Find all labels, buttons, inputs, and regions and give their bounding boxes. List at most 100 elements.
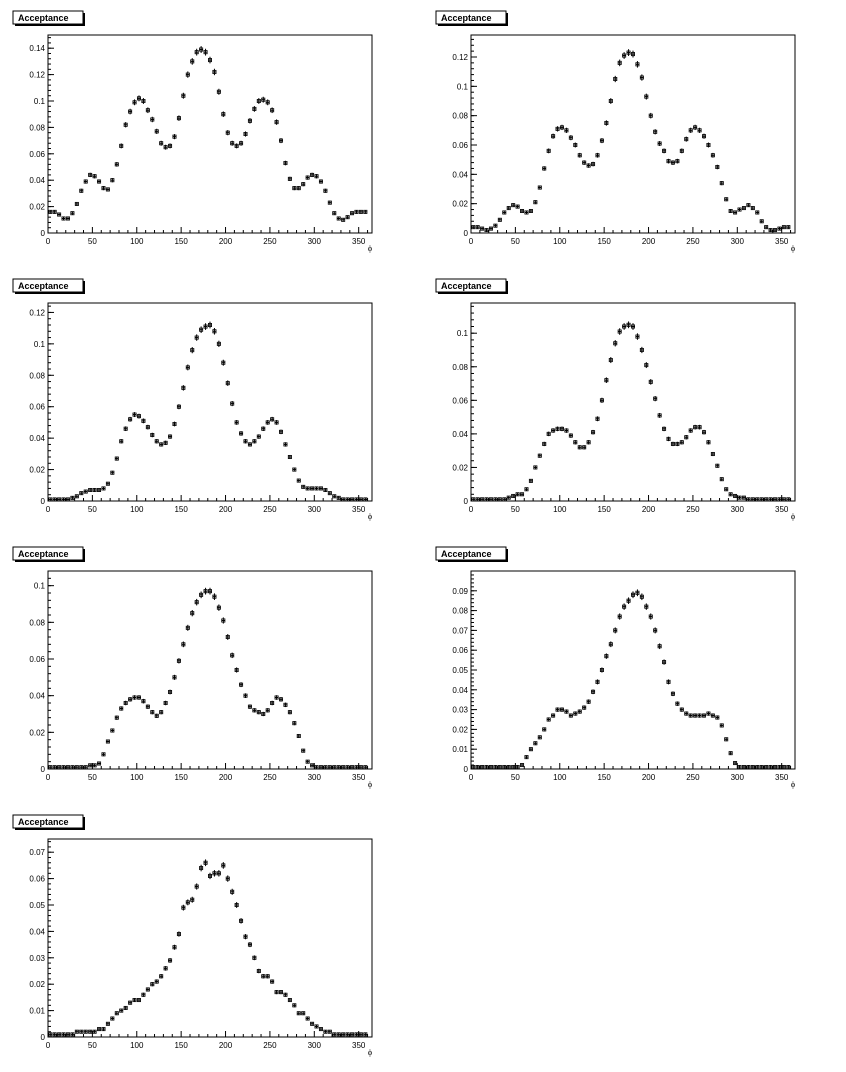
marker [141,992,146,997]
y-tick-label: 0.01 [452,745,468,754]
marker [136,695,141,700]
marker [52,765,57,770]
marker [190,611,195,616]
marker [296,186,301,191]
marker [551,428,556,433]
marker [591,689,596,694]
marker [613,77,618,82]
data-point [261,426,266,432]
data-point [310,1021,315,1026]
data-point [573,142,578,148]
data-point [693,424,698,430]
data-point [181,904,186,911]
data-point [662,148,667,154]
marker [221,112,226,117]
data-point [252,106,257,112]
marker [185,900,190,905]
marker [261,97,266,102]
marker [506,206,511,211]
y-tick-label: 0.04 [29,692,45,701]
data-point [546,717,551,722]
data-point [119,439,124,444]
marker [719,723,724,728]
marker [310,1021,315,1026]
marker [475,225,480,230]
marker [239,682,244,687]
data-point [577,709,582,714]
marker [270,701,275,706]
data-point [92,174,97,179]
data-point [670,691,675,697]
marker [506,765,511,770]
data-point [345,497,350,502]
data-point [702,429,707,435]
marker [176,658,181,663]
x-tick-label: 50 [511,773,520,782]
data-point [511,493,516,498]
marker [323,1029,328,1034]
data-point [190,896,195,903]
y-tick-label: 0.04 [29,176,45,185]
marker [318,765,323,770]
data-point [83,765,88,770]
marker [181,93,186,98]
data-point [786,497,791,502]
data-point [471,497,476,502]
data-point [577,445,582,450]
marker [497,497,502,502]
data-point [57,765,62,770]
data-point [524,755,529,760]
data-point [159,442,164,447]
marker [363,209,368,214]
marker [52,497,57,502]
marker [128,109,133,114]
data-point [225,875,230,882]
marker [292,721,297,726]
y-tick-label: 0 [41,765,46,774]
marker [546,431,551,436]
marker [243,693,248,698]
marker [110,728,115,733]
data-point [128,697,133,702]
chart-title: Acceptance [18,13,69,23]
marker [101,186,106,191]
marker [358,209,363,214]
marker [354,765,359,770]
marker [786,497,791,502]
marker [639,594,644,599]
data-point [755,210,760,215]
marker [52,209,57,214]
marker [225,876,230,881]
data-point [653,129,658,135]
data-point [247,942,252,948]
data-point [675,441,680,447]
data-point [314,1024,319,1029]
data-point [70,1032,75,1037]
data-point [733,493,738,498]
x-tick-label: 350 [775,237,789,246]
marker [274,695,279,700]
data-point [551,133,556,139]
data-point [301,484,306,489]
marker [287,710,292,715]
marker [314,765,319,770]
x-tick-label: 150 [174,1041,188,1050]
marker [484,765,489,770]
marker [693,713,698,718]
data-point [358,1032,363,1037]
data-point [154,128,159,134]
marker [283,702,288,707]
data-point [296,478,301,483]
marker [176,404,181,409]
marker [724,197,729,202]
marker [252,708,257,713]
data-point [568,433,573,438]
marker [622,324,627,329]
marker [697,713,702,718]
data-point [631,323,636,330]
data-point [533,465,538,470]
x-tick-label: 250 [263,237,277,246]
data-point [341,1032,346,1037]
title-box [12,278,84,293]
